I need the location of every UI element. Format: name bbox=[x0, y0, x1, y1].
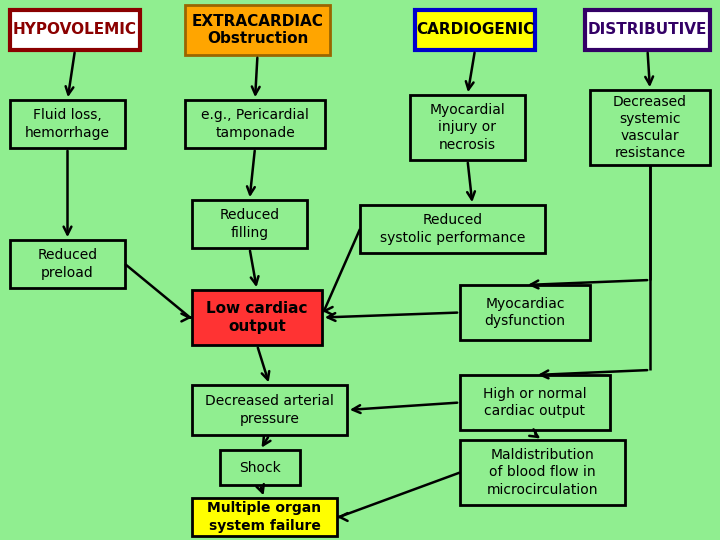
FancyBboxPatch shape bbox=[460, 285, 590, 340]
Text: Myocardiac
dysfunction: Myocardiac dysfunction bbox=[485, 297, 565, 328]
FancyBboxPatch shape bbox=[192, 200, 307, 248]
FancyBboxPatch shape bbox=[590, 90, 710, 165]
FancyBboxPatch shape bbox=[360, 205, 545, 253]
Text: Reduced
systolic performance: Reduced systolic performance bbox=[380, 213, 525, 245]
Text: Multiple organ
system failure: Multiple organ system failure bbox=[207, 501, 322, 532]
FancyBboxPatch shape bbox=[192, 385, 347, 435]
Text: Low cardiac
output: Low cardiac output bbox=[206, 301, 307, 334]
Text: CARDIOGENIC: CARDIOGENIC bbox=[416, 23, 534, 37]
Text: DISTRIBUTIVE: DISTRIBUTIVE bbox=[588, 23, 707, 37]
FancyBboxPatch shape bbox=[10, 10, 140, 50]
FancyBboxPatch shape bbox=[192, 290, 322, 345]
FancyBboxPatch shape bbox=[220, 450, 300, 485]
FancyBboxPatch shape bbox=[410, 95, 525, 160]
FancyBboxPatch shape bbox=[192, 498, 337, 536]
Text: Reduced
filling: Reduced filling bbox=[220, 208, 279, 240]
Text: High or normal
cardiac output: High or normal cardiac output bbox=[483, 387, 587, 418]
FancyBboxPatch shape bbox=[185, 100, 325, 148]
FancyBboxPatch shape bbox=[10, 100, 125, 148]
Text: HYPOVOLEMIC: HYPOVOLEMIC bbox=[13, 23, 137, 37]
Text: Fluid loss,
hemorrhage: Fluid loss, hemorrhage bbox=[25, 109, 110, 140]
FancyBboxPatch shape bbox=[460, 375, 610, 430]
FancyBboxPatch shape bbox=[10, 240, 125, 288]
Text: e.g., Pericardial
tamponade: e.g., Pericardial tamponade bbox=[201, 109, 309, 140]
Text: Maldistribution
of blood flow in
microcirculation: Maldistribution of blood flow in microci… bbox=[487, 448, 598, 497]
Text: Decreased
systemic
vascular
resistance: Decreased systemic vascular resistance bbox=[613, 94, 687, 160]
FancyBboxPatch shape bbox=[185, 5, 330, 55]
Text: EXTRACARDIAC
Obstruction: EXTRACARDIAC Obstruction bbox=[192, 14, 323, 46]
Text: Shock: Shock bbox=[239, 461, 281, 475]
Text: Reduced
preload: Reduced preload bbox=[37, 248, 98, 280]
Text: Myocardial
injury or
necrosis: Myocardial injury or necrosis bbox=[430, 103, 505, 152]
FancyBboxPatch shape bbox=[585, 10, 710, 50]
FancyBboxPatch shape bbox=[415, 10, 535, 50]
Text: Decreased arterial
pressure: Decreased arterial pressure bbox=[205, 394, 334, 426]
FancyBboxPatch shape bbox=[460, 440, 625, 505]
